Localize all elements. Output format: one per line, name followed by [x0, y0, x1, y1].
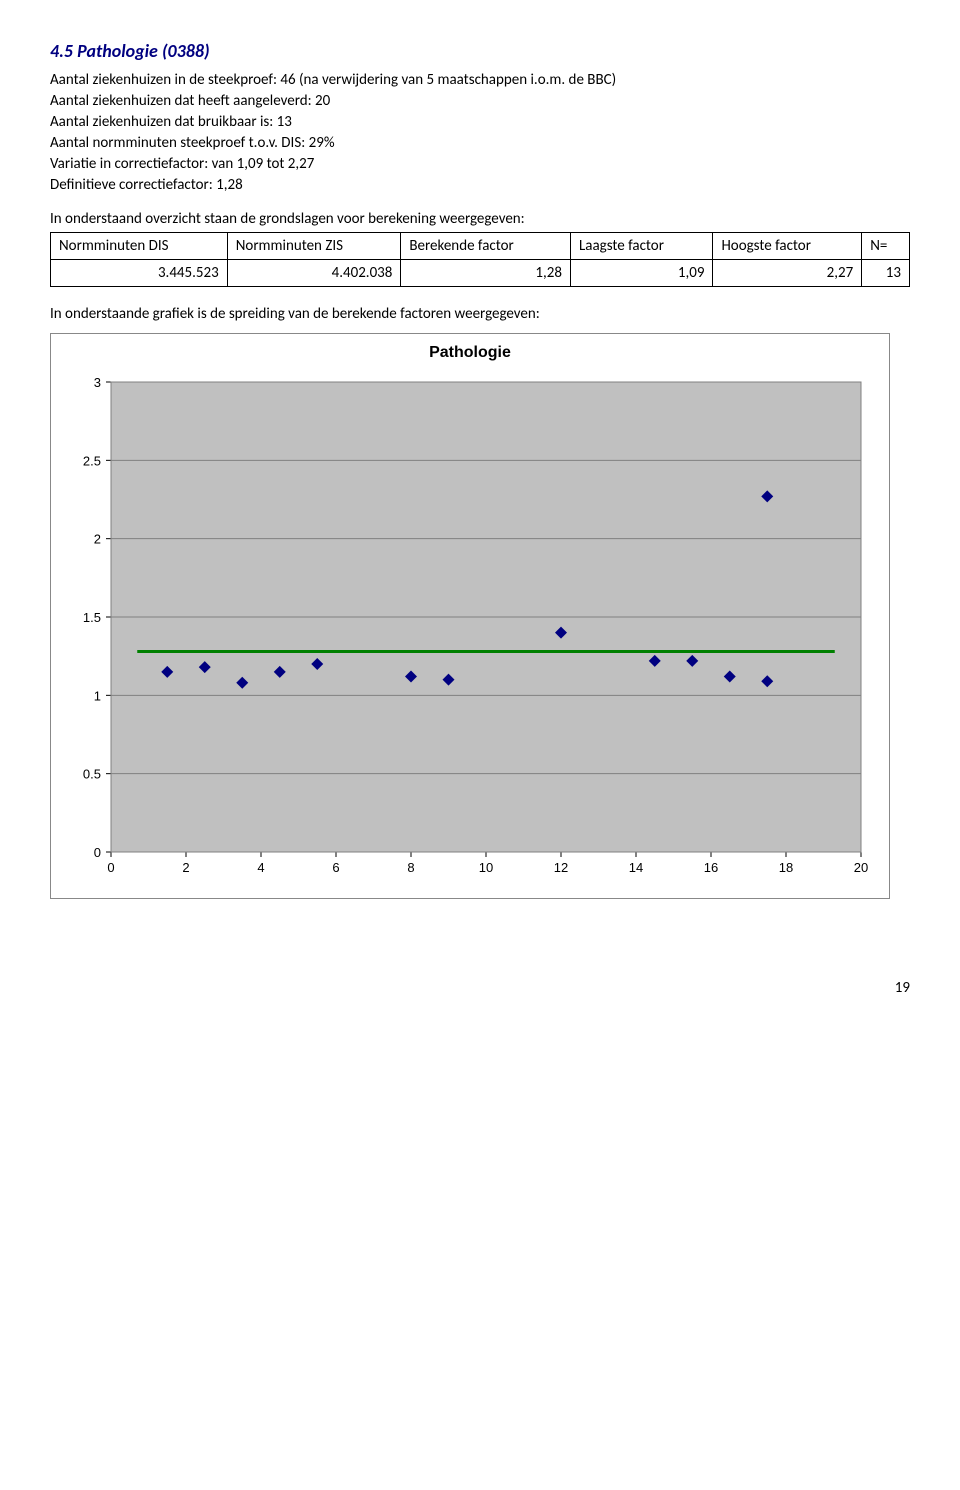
table-header: Normminuten DIS — [51, 233, 228, 260]
table-header: Hoogste factor — [713, 233, 862, 260]
svg-text:0: 0 — [94, 845, 101, 860]
page-number: 19 — [50, 979, 910, 997]
info-block: Aantal ziekenhuizen in de steekproef: 46… — [50, 70, 910, 196]
svg-text:6: 6 — [332, 860, 339, 875]
table-intro: In onderstaand overzicht staan de gronds… — [50, 210, 910, 228]
table-header: Normminuten ZIS — [227, 233, 401, 260]
chart-container: Pathologie 0 0.5 1 1.5 2 2.5 3 0 2 4 6 8 10 12 14 16 18 2… — [50, 333, 890, 899]
table-cell: 2,27 — [713, 260, 862, 287]
table-cell: 3.445.523 — [51, 260, 228, 287]
svg-text:3: 3 — [94, 375, 101, 390]
scatter-chart: 0 0.5 1 1.5 2 2.5 3 0 2 4 6 8 10 12 14 16 18 20 — [61, 372, 881, 892]
info-line: Aantal ziekenhuizen dat heeft aangelever… — [50, 91, 910, 112]
svg-text:2: 2 — [182, 860, 189, 875]
info-line: Aantal normminuten steekproef t.o.v. DIS… — [50, 133, 910, 154]
table-header: N= — [862, 233, 910, 260]
chart-title: Pathologie — [61, 344, 879, 362]
info-line: Variatie in correctiefactor: van 1,09 to… — [50, 154, 910, 175]
svg-text:0.5: 0.5 — [83, 767, 101, 782]
svg-text:14: 14 — [629, 860, 643, 875]
svg-text:0: 0 — [107, 860, 114, 875]
svg-text:1.5: 1.5 — [83, 610, 101, 625]
section-heading: 4.5 Pathologie (0388) — [50, 40, 910, 62]
svg-text:18: 18 — [779, 860, 793, 875]
table-header: Berekende factor — [401, 233, 571, 260]
svg-text:2.5: 2.5 — [83, 453, 101, 468]
summary-table: Normminuten DIS Normminuten ZIS Berekend… — [50, 232, 910, 287]
svg-text:4: 4 — [257, 860, 264, 875]
table-header: Laagste factor — [570, 233, 712, 260]
svg-text:12: 12 — [554, 860, 568, 875]
svg-text:16: 16 — [704, 860, 718, 875]
svg-text:2: 2 — [94, 532, 101, 547]
table-cell: 1,09 — [570, 260, 712, 287]
svg-text:1: 1 — [94, 688, 101, 703]
info-line: Aantal ziekenhuizen in de steekproef: 46… — [50, 70, 910, 91]
svg-text:8: 8 — [407, 860, 414, 875]
info-line: Definitieve correctiefactor: 1,28 — [50, 175, 910, 196]
svg-text:20: 20 — [854, 860, 868, 875]
info-line: Aantal ziekenhuizen dat bruikbaar is: 13 — [50, 112, 910, 133]
table-cell: 13 — [862, 260, 910, 287]
svg-text:10: 10 — [479, 860, 493, 875]
table-cell: 4.402.038 — [227, 260, 401, 287]
chart-intro: In onderstaande grafiek is de spreiding … — [50, 305, 910, 323]
table-cell: 1,28 — [401, 260, 571, 287]
